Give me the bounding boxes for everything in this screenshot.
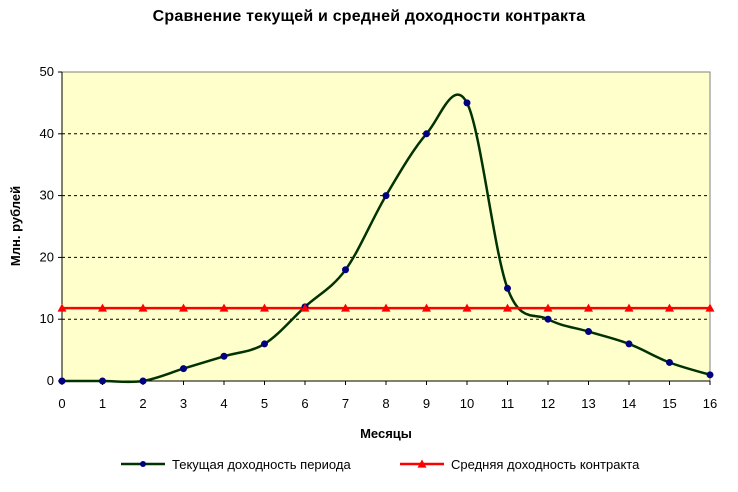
x-tick-label: 9 bbox=[423, 396, 430, 411]
data-point-current-income bbox=[666, 358, 673, 366]
data-point-average-income bbox=[219, 303, 229, 312]
data-point-current-income bbox=[625, 340, 633, 348]
y-tick-label: 0 bbox=[47, 373, 54, 388]
x-tick-label: 13 bbox=[581, 396, 595, 411]
data-point-average-income bbox=[381, 303, 391, 312]
data-point-average-income bbox=[584, 303, 593, 312]
data-point-average-income bbox=[138, 303, 148, 312]
x-tick-label: 14 bbox=[622, 396, 636, 411]
x-tick-label: 11 bbox=[501, 396, 515, 411]
x-tick-label: 10 bbox=[460, 396, 474, 411]
x-tick-label: 12 bbox=[541, 396, 555, 411]
data-point-current-income bbox=[423, 130, 430, 138]
data-point-average-income bbox=[422, 303, 431, 312]
data-point-current-income bbox=[706, 371, 714, 379]
data-point-current-income bbox=[261, 340, 268, 348]
data-point-current-income bbox=[99, 377, 106, 385]
x-tick-label: 0 bbox=[58, 396, 65, 411]
x-tick-label: 6 bbox=[301, 396, 308, 411]
data-point-current-income bbox=[220, 352, 228, 360]
x-axis-title: Месяцы bbox=[360, 426, 412, 441]
data-point-average-income bbox=[665, 303, 674, 312]
data-point-average-income bbox=[300, 303, 310, 312]
data-point-average-income bbox=[543, 303, 553, 312]
data-point-average-income bbox=[462, 303, 472, 312]
data-point-average-income bbox=[98, 303, 107, 312]
data-point-average-income bbox=[705, 303, 715, 312]
legend-label-current-income: Текущая доходность периода bbox=[172, 457, 351, 472]
y-tick-label: 30 bbox=[40, 188, 54, 203]
plot-area bbox=[61, 71, 711, 382]
y-tick-label: 20 bbox=[40, 249, 54, 264]
x-tick-label: 8 bbox=[382, 396, 389, 411]
y-axis-title: Млн. рублей bbox=[8, 186, 23, 266]
data-point-current-income bbox=[180, 365, 187, 373]
x-tick-label: 3 bbox=[180, 396, 187, 411]
legend: Текущая доходность периода Средняя доходн… bbox=[121, 457, 640, 472]
data-point-current-income bbox=[504, 284, 511, 292]
data-point-current-income bbox=[463, 99, 471, 107]
data-point-average-income bbox=[503, 303, 512, 312]
data-point-average-income bbox=[57, 303, 67, 312]
chart-title: Сравнение текущей и средней доходности к… bbox=[152, 8, 586, 25]
data-point-average-income bbox=[341, 303, 350, 312]
data-point-current-income bbox=[544, 315, 552, 323]
data-point-current-income bbox=[58, 377, 66, 385]
x-tick-label: 15 bbox=[662, 396, 676, 411]
series-layer bbox=[57, 93, 715, 385]
x-ticks: 0 1 2 3 4 5 6 7 8 9 10 11 12 13 14 15 16 bbox=[58, 381, 717, 411]
x-tick-label: 7 bbox=[342, 396, 349, 411]
y-tick-label: 10 bbox=[40, 311, 54, 326]
data-point-current-income bbox=[382, 192, 390, 200]
legend-marker-current-income bbox=[140, 461, 146, 467]
y-ticks: 0 10 20 30 40 50 bbox=[40, 64, 62, 388]
x-tick-label: 4 bbox=[220, 396, 227, 411]
data-point-average-income bbox=[624, 303, 634, 312]
x-tick-label: 16 bbox=[703, 396, 717, 411]
x-tick-label: 5 bbox=[261, 396, 268, 411]
data-point-current-income bbox=[342, 266, 349, 274]
data-point-current-income bbox=[139, 377, 147, 385]
data-point-current-income bbox=[585, 328, 592, 336]
data-point-average-income bbox=[260, 303, 269, 312]
x-tick-label: 1 bbox=[99, 396, 106, 411]
x-tick-label: 2 bbox=[139, 396, 146, 411]
y-tick-label: 50 bbox=[40, 64, 54, 79]
legend-marker-average-income bbox=[417, 459, 427, 468]
y-tick-label: 40 bbox=[40, 126, 54, 141]
data-point-average-income bbox=[179, 303, 188, 312]
legend-label-average-income: Средняя доходность контракта bbox=[451, 457, 640, 472]
